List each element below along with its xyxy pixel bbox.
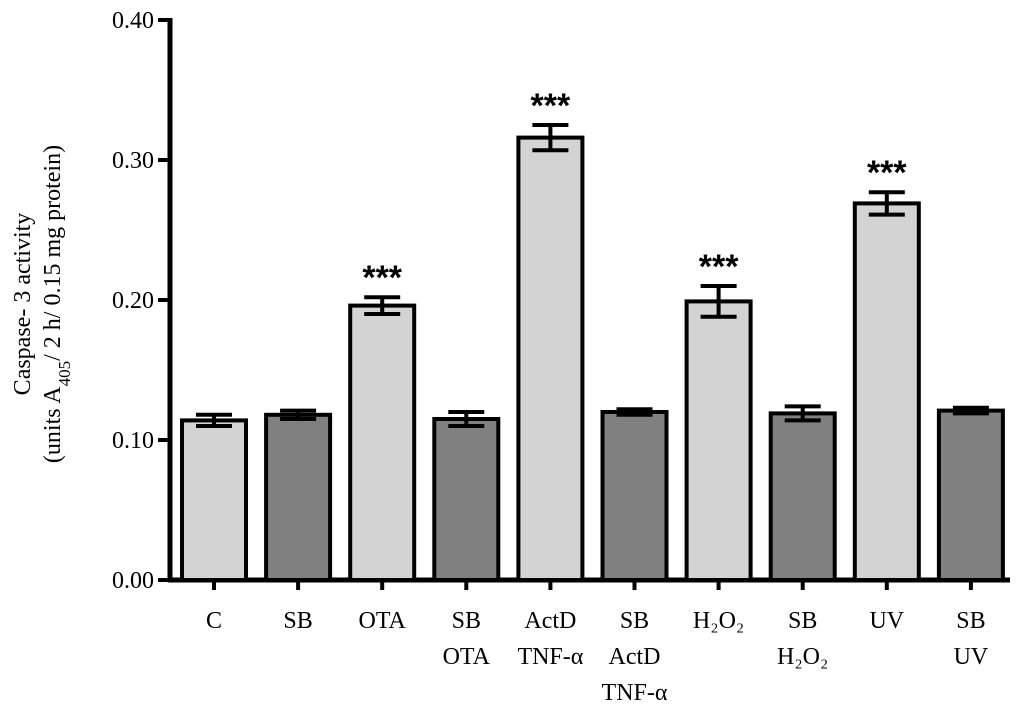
category-label: H₂O₂ <box>777 644 828 670</box>
bar-group: *** <box>852 154 921 582</box>
category-label: TNF-α <box>517 644 583 670</box>
y-axis-title: Caspase- 3 activity (units A405/ 2 h/ 0.… <box>10 145 74 463</box>
bar-group <box>264 408 333 582</box>
category-label: SB <box>788 608 817 634</box>
bar <box>348 303 417 582</box>
y-tick-label: 0.30 <box>112 148 154 174</box>
category-labels: C SB OTA SB OTA ActD TNF-α SB ActD TNF-α H₂O₂ SB H₂O… <box>206 608 989 706</box>
category-label: OTA <box>443 644 491 670</box>
significance-marker: *** <box>867 154 907 192</box>
category-label: SB <box>283 608 312 634</box>
bar <box>684 299 753 582</box>
bar-group <box>180 412 248 582</box>
category-label: UV <box>869 608 904 634</box>
bar-group: *** <box>684 248 753 582</box>
y-axis-title-line2: (units A405/ 2 h/ 0.15 mg protein) <box>40 145 74 463</box>
category-label: H₂O₂ <box>693 608 744 634</box>
bars: *** *** *** *** <box>180 87 1005 582</box>
bar <box>264 412 333 582</box>
y-tick-label: 0.40 <box>112 8 154 34</box>
category-label: OTA <box>358 608 406 634</box>
bar <box>516 135 585 582</box>
category-label: SB <box>956 608 985 634</box>
y-tick-label: 0.20 <box>112 288 154 314</box>
bar-group: *** <box>348 259 417 582</box>
significance-marker: *** <box>699 248 739 286</box>
significance-marker: *** <box>362 259 402 297</box>
bar-group <box>600 407 669 582</box>
category-label: ActD <box>524 608 576 634</box>
bar <box>852 201 921 582</box>
bar-group <box>432 410 501 582</box>
category-label: C <box>206 608 222 634</box>
bar <box>432 417 501 582</box>
bar-group <box>768 404 837 582</box>
category-label: SB <box>620 608 649 634</box>
category-label: TNF-α <box>602 680 668 706</box>
y-tick-label: 0.00 <box>112 568 154 594</box>
category-label: SB <box>452 608 481 634</box>
category-label: ActD <box>609 644 661 670</box>
bar <box>768 411 837 582</box>
bar <box>180 418 248 582</box>
bar <box>600 410 669 582</box>
y-tick-label: 0.10 <box>112 428 154 454</box>
y-axis-title-line1: Caspase- 3 activity <box>10 213 36 396</box>
bar-group <box>936 405 1005 582</box>
significance-marker: *** <box>531 87 571 125</box>
category-label: UV <box>954 644 989 670</box>
bar-group: *** <box>516 87 585 582</box>
bar <box>936 408 1005 582</box>
